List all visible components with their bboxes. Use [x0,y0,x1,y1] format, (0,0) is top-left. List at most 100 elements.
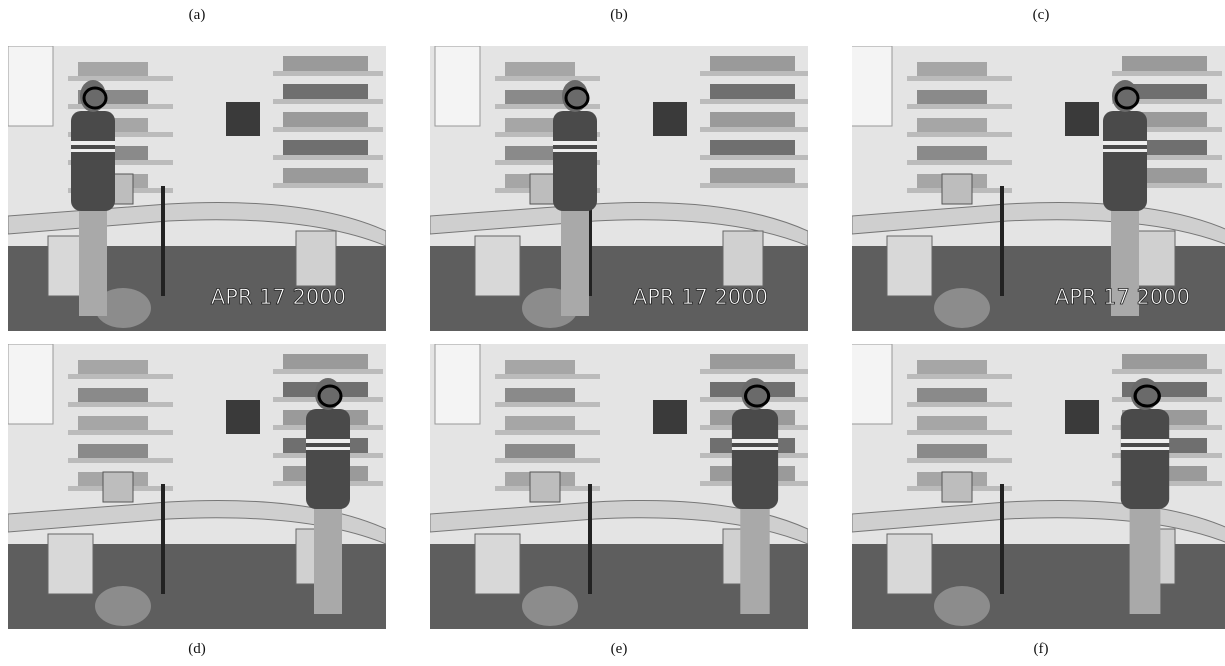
shelf [1112,369,1222,374]
books [78,62,148,76]
legs [314,504,342,614]
books [917,62,987,76]
torso [553,111,597,211]
torso [306,409,350,509]
panel-label: (d) [8,641,386,658]
frame-image [430,344,808,629]
frame-image: APR 17 2000 [852,46,1225,331]
shelf [700,369,808,374]
shelf [700,127,808,132]
shelf [907,104,1012,109]
books [917,118,987,132]
books [917,444,987,458]
picture [226,400,260,434]
chair [522,586,578,626]
panel-label: (f) [852,641,1225,658]
figure: (a)APR 17 2000(b)APR 17 2000(c)APR 17 20… [0,0,1225,666]
video-frame [430,344,808,629]
frame-image [8,344,386,629]
stripe [1103,149,1147,152]
monitor [103,472,133,502]
cabinet [887,534,932,594]
books [710,84,795,99]
shelf [907,132,1012,137]
books [283,168,368,183]
frame-image [852,344,1225,629]
cabinet [475,534,520,594]
shelf [495,374,600,379]
shelf [700,71,808,76]
books [78,444,148,458]
shelf [68,374,173,379]
stripe [553,149,597,152]
books [710,56,795,71]
torso [732,409,778,509]
picture [653,400,687,434]
torso [1103,111,1147,211]
stripe [306,447,350,450]
legs [1130,504,1161,614]
stripe [1103,141,1147,145]
shelf [273,155,383,160]
panel-label: (a) [8,7,386,24]
picture [1065,400,1099,434]
books [505,444,575,458]
whiteboard [435,344,480,424]
timestamp: APR 17 2000 [211,285,346,309]
books [710,354,795,369]
cabinet [1135,231,1175,286]
shelf [68,402,173,407]
books [78,388,148,402]
books [505,416,575,430]
cabinet [887,236,932,296]
books [1122,354,1207,369]
books [710,168,795,183]
books [283,56,368,71]
stripe [1121,439,1169,443]
video-frame [852,344,1225,629]
books [1122,56,1207,71]
whiteboard [8,344,53,424]
whiteboard [852,344,892,424]
whiteboard [8,46,53,126]
stripe [553,141,597,145]
shelf [700,155,808,160]
shelf [907,430,1012,435]
panel-label: (c) [852,7,1225,24]
books [710,140,795,155]
cabinet [48,534,93,594]
chair [934,288,990,328]
books [710,112,795,127]
panel-label: (b) [430,7,808,24]
shelf [495,458,600,463]
picture [226,102,260,136]
books [917,388,987,402]
frame-image: APR 17 2000 [8,46,386,331]
monitor [942,174,972,204]
stripe [71,149,115,152]
shelf [495,430,600,435]
stripe [71,141,115,145]
video-frame: APR 17 2000 [852,46,1225,331]
shelf [700,183,808,188]
books [283,84,368,99]
shelf [273,71,383,76]
shelf [68,458,173,463]
shelf [68,430,173,435]
panel-label: (e) [430,641,808,658]
cabinet [475,236,520,296]
legs [561,206,589,316]
chair [95,586,151,626]
shelf [907,76,1012,81]
books [505,62,575,76]
stripe [732,439,778,443]
torso [71,111,115,211]
shelf [1112,71,1222,76]
whiteboard [435,46,480,126]
chair [934,586,990,626]
shelf [907,458,1012,463]
legs [740,504,769,614]
monitor [942,472,972,502]
timestamp: APR 17 2000 [1055,285,1190,309]
video-frame [8,344,386,629]
